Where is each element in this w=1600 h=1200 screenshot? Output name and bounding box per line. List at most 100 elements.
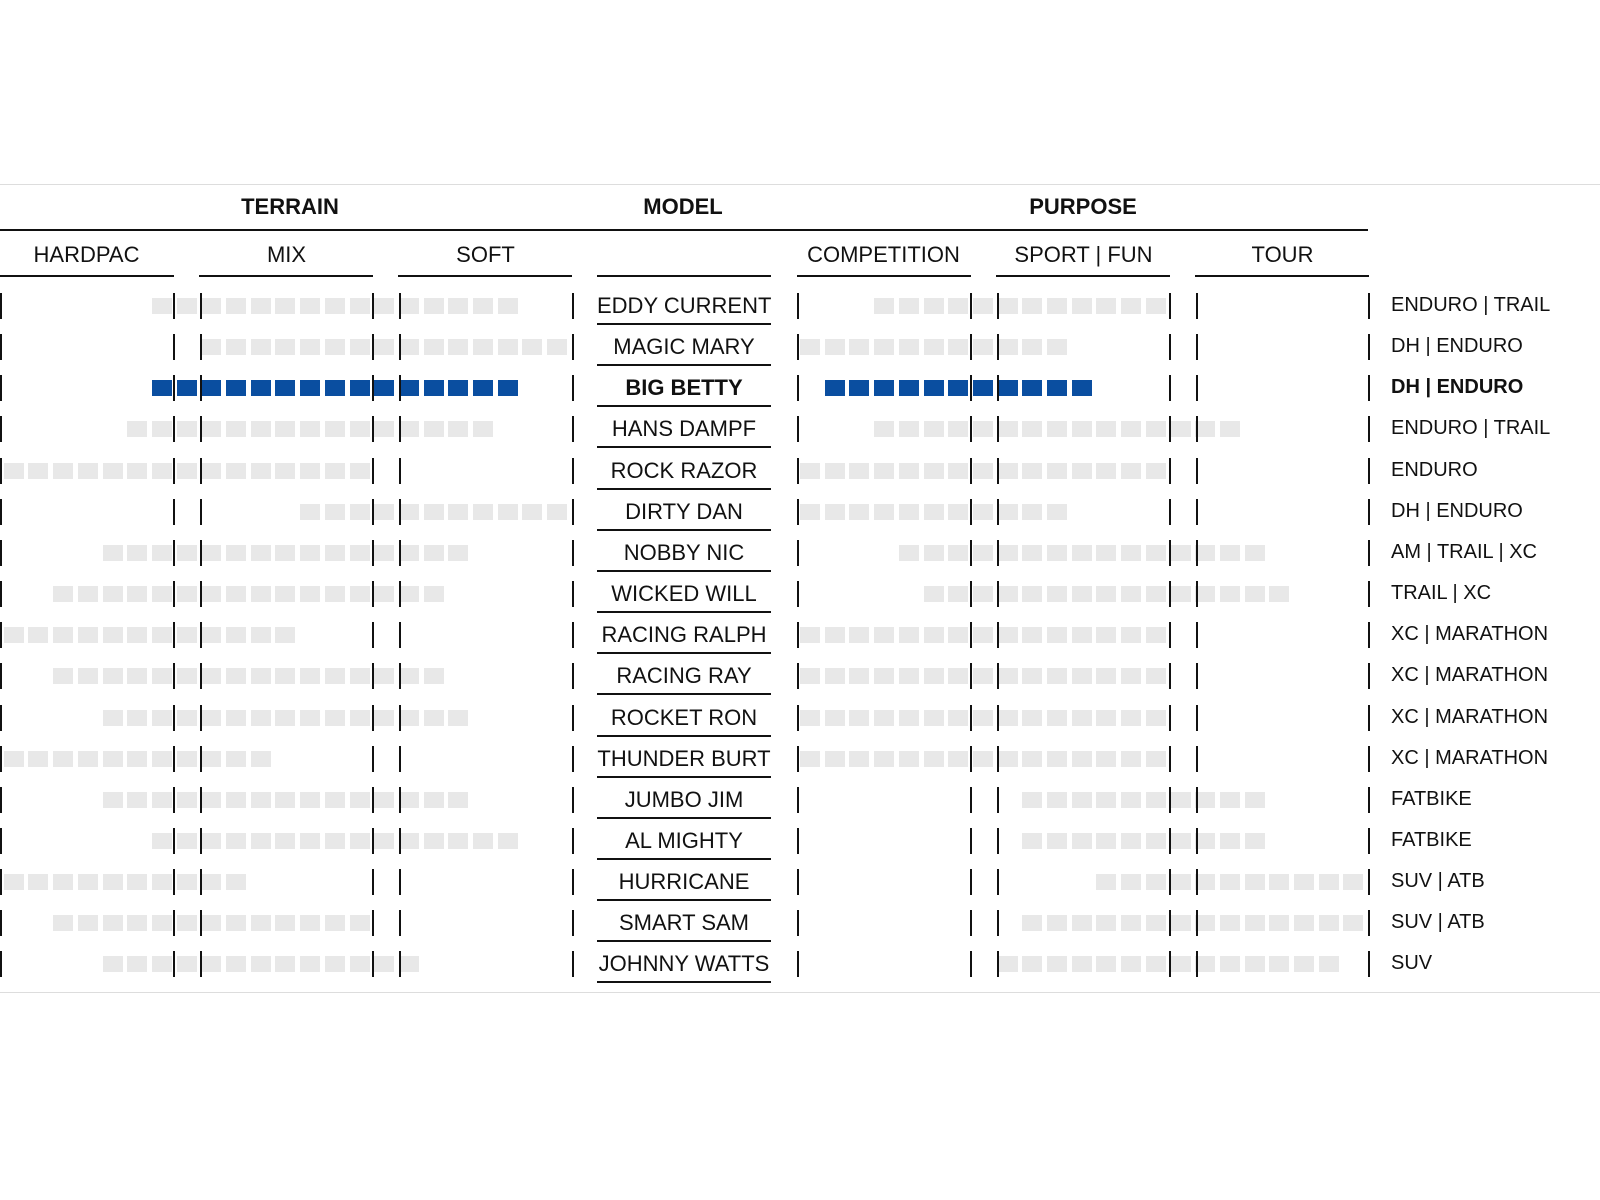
purpose-block [1219,544,1240,561]
terrain-block [226,586,247,603]
divider-bar [572,704,574,731]
divider-bar [970,416,972,443]
purpose-block [1121,874,1142,891]
purpose-block [1096,709,1117,726]
purpose-block [898,339,919,356]
divider-bar [399,581,401,608]
divider-bar [572,539,574,566]
purpose-block [1022,380,1043,397]
divider-bar [1196,293,1198,319]
model-underline [597,569,771,572]
purpose-block [997,586,1018,603]
terrain-block [250,709,271,726]
model-name: RACING RALPH [601,622,767,648]
terrain-block [226,709,247,726]
terrain-block [275,586,296,603]
divider-bar [970,622,972,649]
divider-bar [200,704,202,731]
divider-bar [970,786,972,813]
usage-label: ENDURO [1391,458,1478,481]
terrain-block [497,339,518,356]
terrain-block [127,874,148,891]
purpose-block [1195,874,1216,891]
header-rule [0,229,1368,231]
purpose-block [898,503,919,520]
divider-bar [572,869,574,896]
purpose-block [997,750,1018,767]
purpose-block [1145,668,1166,685]
terrain-block [374,586,395,603]
divider-bar [173,457,175,484]
purpose-block [898,544,919,561]
terrain-block [324,915,345,932]
purpose-block [1096,832,1117,849]
divider-bar [797,416,799,443]
terrain-block [300,503,321,520]
terrain-block [349,421,370,438]
divider-bar [372,293,374,319]
purpose-block [849,339,870,356]
terrain-block [398,956,419,973]
terrain-block [226,668,247,685]
divider-bar [797,745,799,772]
terrain-block [448,791,469,808]
purpose-block [997,956,1018,973]
model-underline [597,857,771,860]
purpose-block [1121,709,1142,726]
divider-bar [399,334,401,361]
divider-bar [200,375,202,402]
purpose-block [1170,832,1191,849]
terrain-block [28,750,49,767]
terrain-block [151,750,172,767]
model-underline [597,940,771,943]
divider-bar [399,827,401,854]
terrain-block [275,339,296,356]
divider-bar [1169,334,1171,361]
purpose-block [800,462,820,479]
purpose-block [1121,832,1142,849]
divider-bar [797,704,799,731]
purpose-block [1145,298,1166,314]
purpose-block [1244,791,1265,808]
purpose-block [972,750,993,767]
purpose-block [923,586,944,603]
purpose-block [1047,915,1067,932]
divider-bar [1169,910,1171,937]
divider-bar [200,827,202,854]
divider-bar [1368,869,1370,896]
terrain-block [349,915,370,932]
terrain-block [3,750,24,767]
terrain-block [176,709,197,726]
purpose-block [1071,668,1092,685]
terrain-block [448,380,469,397]
purpose-block [824,339,845,356]
purpose-block [1071,832,1092,849]
divider-bar [997,663,999,690]
divider-bar [0,457,2,484]
divider-bar [572,498,574,525]
terrain-block [127,915,148,932]
divider-bar [1169,581,1171,608]
model-underline [597,899,771,902]
terrain-block [250,668,271,685]
purpose-block [1195,956,1216,973]
purpose-block [1145,791,1166,808]
terrain-block [53,462,74,479]
terrain-block [127,544,148,561]
purpose-block [923,339,944,356]
divider-bar [572,910,574,937]
usage-label: SUV | ATB [1391,870,1485,893]
terrain-block [398,709,419,726]
terrain-block [127,627,148,644]
terrain-block [423,298,444,314]
divider-bar [0,869,2,896]
terrain-block [349,339,370,356]
purpose-block [1170,956,1191,973]
purpose-block [1145,421,1166,438]
divider-bar [372,910,374,937]
purpose-block [1219,915,1240,932]
divider-bar [399,786,401,813]
purpose-block [800,709,820,726]
purpose-block [1071,586,1092,603]
model-underline [597,528,771,531]
